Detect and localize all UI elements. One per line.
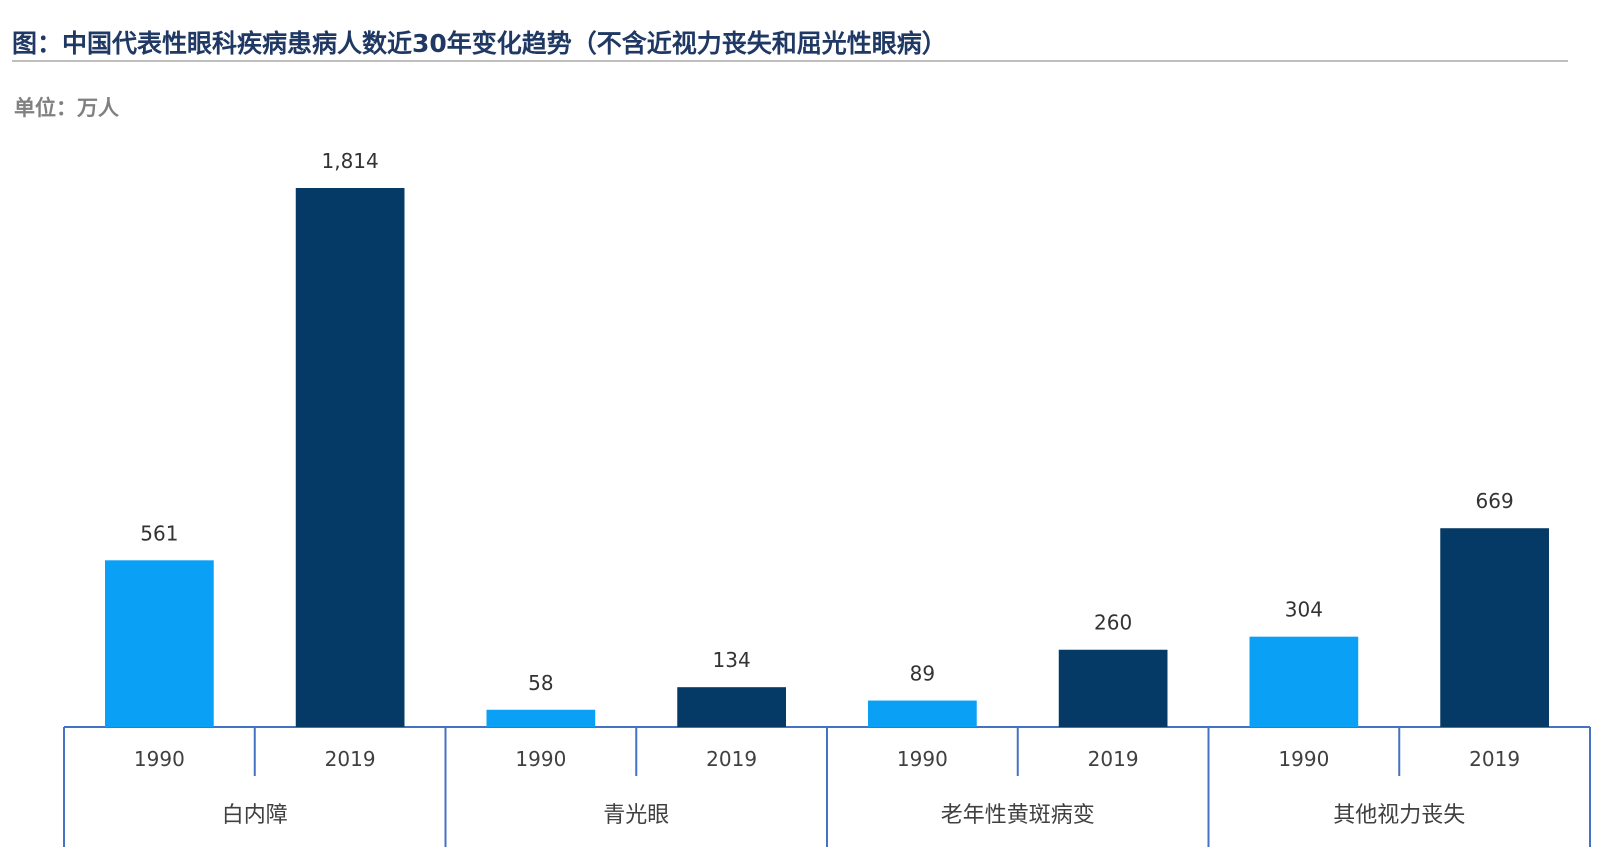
data-label: 304 — [1285, 598, 1323, 622]
bar-1990 — [486, 709, 596, 727]
category-label: 青光眼 — [603, 803, 669, 828]
data-label: 1,814 — [321, 149, 378, 173]
year-tick-label: 1990 — [897, 747, 948, 771]
bar-1990 — [868, 700, 977, 727]
year-tick-label: 2019 — [706, 747, 757, 771]
unit-label: 单位：万人 — [14, 96, 119, 120]
data-label: 58 — [528, 671, 553, 695]
bar-2019 — [1058, 649, 1168, 727]
year-tick-label: 2019 — [1088, 747, 1139, 771]
category-label: 老年性黄斑病变 — [941, 803, 1095, 828]
year-tick-label: 2019 — [1469, 747, 1520, 771]
data-label: 260 — [1094, 611, 1132, 635]
bar-2019 — [295, 188, 405, 727]
bar-1990 — [105, 560, 214, 727]
data-label: 561 — [140, 521, 178, 545]
year-tick-label: 1990 — [515, 747, 566, 771]
chart-title: 图：中国代表性眼科疾病患病人数近30年变化趋势（不含近视力丧失和屈光性眼病） — [12, 29, 947, 58]
data-label: 134 — [713, 648, 751, 672]
year-tick-label: 2019 — [325, 747, 376, 771]
category-label: 白内障 — [222, 803, 288, 828]
bar-2019 — [677, 687, 786, 727]
year-tick-label: 1990 — [1278, 747, 1329, 771]
data-label: 89 — [910, 662, 935, 686]
title-divider — [12, 60, 1568, 62]
bar-1990 — [1249, 636, 1359, 727]
data-label: 669 — [1476, 489, 1514, 513]
bar-2019 — [1440, 528, 1549, 727]
category-label: 其他视力丧失 — [1333, 803, 1465, 828]
year-tick-label: 1990 — [134, 747, 185, 771]
